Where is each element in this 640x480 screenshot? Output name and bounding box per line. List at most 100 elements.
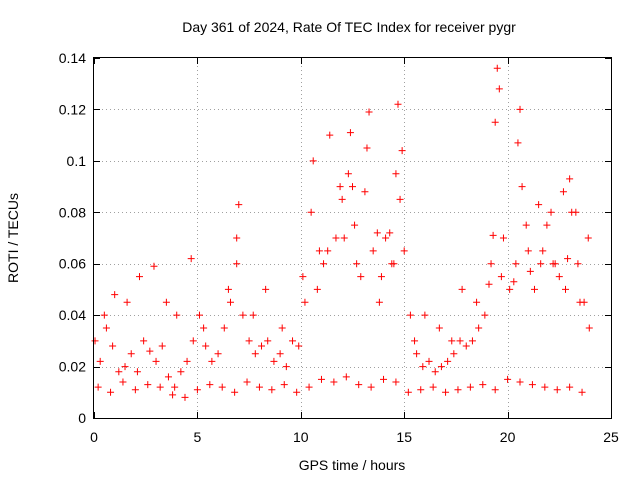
data-point	[171, 383, 179, 391]
data-point	[413, 350, 421, 358]
data-point	[454, 386, 462, 394]
data-point	[193, 386, 201, 394]
data-point	[131, 386, 139, 394]
y-tick-label: 0.1	[67, 153, 87, 169]
x-tick-label: 25	[603, 429, 619, 445]
y-axis-label: ROTI / TECUs	[5, 193, 21, 283]
x-tick-label: 15	[396, 429, 412, 445]
data-point	[396, 195, 404, 203]
data-point	[382, 234, 390, 242]
data-point	[262, 285, 270, 293]
data-point	[158, 342, 166, 350]
data-point	[107, 388, 115, 396]
data-point	[386, 229, 394, 237]
data-point	[479, 381, 487, 389]
data-point	[392, 170, 400, 178]
data-point	[94, 383, 102, 391]
data-point	[543, 221, 551, 229]
data-point	[504, 375, 512, 383]
data-point	[109, 342, 117, 350]
data-point	[516, 105, 524, 113]
data-point	[365, 108, 373, 116]
data-point	[340, 234, 348, 242]
data-point	[220, 324, 228, 332]
data-point	[522, 221, 530, 229]
data-point	[429, 383, 437, 391]
data-point	[96, 357, 104, 365]
data-point	[485, 280, 493, 288]
data-point	[450, 350, 458, 358]
data-point	[332, 234, 340, 242]
y-tick-label: 0	[78, 410, 86, 426]
data-point	[528, 381, 536, 389]
data-point	[133, 368, 141, 376]
data-point	[224, 285, 232, 293]
data-point	[411, 337, 419, 345]
data-point	[380, 375, 388, 383]
data-point	[119, 378, 127, 386]
data-point	[516, 378, 524, 386]
data-point	[547, 208, 555, 216]
data-point	[562, 285, 570, 293]
data-point	[530, 285, 538, 293]
x-tick-label: 5	[194, 429, 202, 445]
data-point	[456, 337, 464, 345]
data-point	[524, 247, 532, 255]
data-point	[390, 260, 398, 268]
y-tick-label: 0.06	[59, 256, 86, 272]
data-point	[214, 350, 222, 358]
data-point	[313, 285, 321, 293]
data-point	[344, 170, 352, 178]
data-point	[135, 273, 143, 281]
data-point	[349, 183, 356, 191]
data-point	[574, 260, 582, 268]
data-point	[553, 386, 561, 394]
data-point	[233, 234, 241, 242]
data-point	[305, 383, 313, 391]
data-point	[315, 247, 323, 255]
data-point	[282, 363, 290, 371]
data-point	[183, 357, 191, 365]
data-point	[373, 229, 381, 237]
x-tick-labels: 0 5 10 15 20 25	[90, 429, 619, 445]
data-point	[164, 373, 172, 381]
data-point	[326, 131, 334, 139]
data-point	[541, 383, 549, 391]
data-point	[361, 188, 369, 196]
data-point	[307, 208, 315, 216]
data-point	[342, 373, 350, 381]
data-point	[357, 273, 365, 281]
data-point	[497, 273, 505, 281]
data-point	[572, 208, 580, 216]
data-point	[466, 383, 474, 391]
data-point	[330, 378, 338, 386]
y-tick-label: 0.12	[59, 101, 86, 117]
data-point	[264, 337, 272, 345]
data-point	[539, 247, 547, 255]
data-point	[355, 381, 363, 389]
data-point	[233, 260, 241, 268]
data-point	[400, 247, 408, 255]
x-tick-label: 0	[90, 429, 98, 445]
data-point	[394, 100, 402, 108]
data-point	[181, 393, 189, 401]
data-point	[189, 337, 197, 345]
data-point	[121, 363, 129, 371]
data-point	[295, 342, 303, 350]
data-point	[491, 386, 499, 394]
data-point	[218, 383, 226, 391]
data-point	[392, 378, 400, 386]
data-point	[317, 375, 325, 383]
data-point	[169, 391, 177, 399]
data-point	[111, 291, 119, 299]
data-point	[404, 388, 412, 396]
plot-frame	[93, 57, 612, 419]
data-point	[578, 388, 586, 396]
data-point	[293, 388, 301, 396]
data-point	[301, 298, 309, 306]
y-tick-labels: 0 0.02 0.04 0.06 0.08 0.1 0.12 0.14	[59, 50, 86, 426]
data-point	[127, 350, 135, 358]
data-point	[499, 234, 507, 242]
data-point	[102, 324, 110, 332]
